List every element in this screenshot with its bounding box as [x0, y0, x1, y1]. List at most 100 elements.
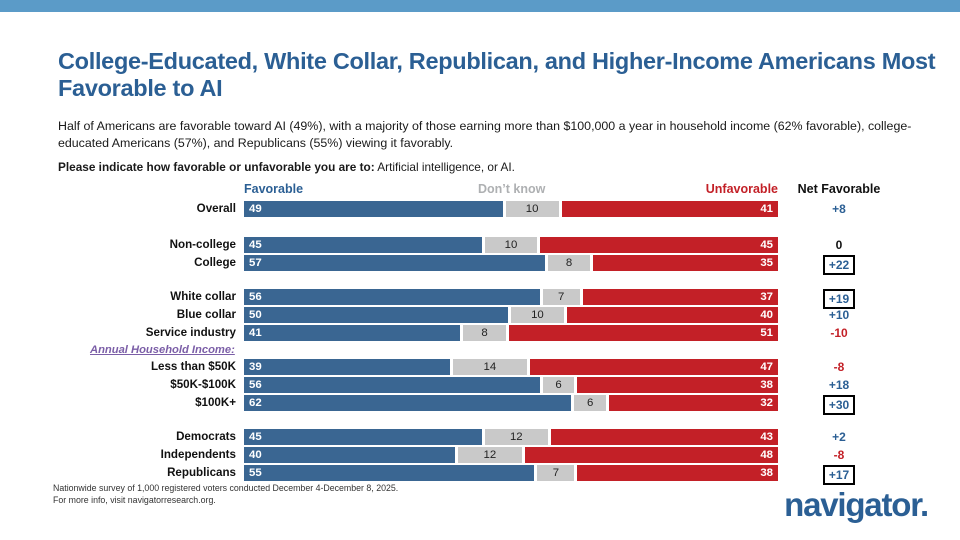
page-title: College-Educated, White Collar, Republic… — [58, 48, 936, 101]
question-prompt-bold: Please indicate how favorable or unfavor… — [58, 160, 375, 174]
bar-segment-favorable: 45 — [244, 237, 482, 253]
row-label: Non-college — [169, 238, 236, 251]
net-favorable-value: -8 — [792, 447, 886, 463]
net-favorable-value: 0 — [792, 237, 886, 253]
net-value-text: +18 — [828, 378, 850, 392]
row-bars: 55 7 38 — [244, 465, 778, 481]
net-favorable-value: +18 — [792, 377, 886, 393]
bar-segment-dont-know: 7 — [537, 465, 575, 481]
net-favorable-value: +17 — [792, 465, 886, 485]
bar-segment-dont-know: 10 — [511, 307, 564, 323]
bar-segment-unfavorable: 43 — [550, 429, 778, 445]
net-favorable-value: +22 — [792, 255, 886, 275]
bar-segment-favorable: 56 — [244, 289, 540, 305]
net-value-text: +17 — [822, 465, 856, 485]
footnote-line-2: For more info, visit navigatorresearch.o… — [53, 494, 216, 505]
bar-segment-dont-know: 12 — [458, 447, 522, 463]
bar-segment-favorable: 55 — [244, 465, 535, 481]
legend-favorable: Favorable — [244, 182, 304, 196]
bar-segment-unfavorable: 48 — [524, 447, 778, 463]
row-label: Less than $50K — [150, 360, 236, 373]
row-label: White collar — [170, 290, 236, 303]
net-value-text: +19 — [822, 289, 856, 309]
bar-segment-unfavorable: 45 — [540, 237, 778, 253]
bar-segment-dont-know: 10 — [505, 201, 559, 217]
row-label: Democrats — [176, 430, 236, 443]
row-bars: 39 14 47 — [244, 359, 778, 375]
net-favorable-value: +30 — [792, 395, 886, 415]
footnote: Nationwide survey of 1,000 registered vo… — [53, 483, 573, 506]
bar-segment-dont-know: 6 — [542, 377, 575, 393]
bar-segment-favorable: 49 — [244, 201, 503, 217]
net-favorable-value: +19 — [792, 289, 886, 309]
bar-segment-unfavorable: 41 — [561, 201, 778, 217]
row-bars: 41 8 51 — [244, 325, 778, 341]
bar-segment-unfavorable: 51 — [508, 325, 778, 341]
row-bars: 40 12 48 — [244, 447, 778, 463]
top-accent-band — [0, 0, 960, 12]
bar-segment-dont-know: 12 — [484, 429, 548, 445]
bar-segment-unfavorable: 32 — [609, 395, 778, 411]
net-value-text: 0 — [835, 238, 843, 252]
bar-segment-unfavorable: 38 — [577, 465, 778, 481]
survey-question: Please indicate how favorable or unfavor… — [58, 160, 938, 175]
row-bars: 56 7 37 — [244, 289, 778, 305]
group-label-income: Annual Household Income: — [90, 344, 235, 356]
net-favorable-value: +2 — [792, 429, 886, 445]
bar-segment-favorable: 41 — [244, 325, 461, 341]
column-header-net-favorable: Net Favorable — [797, 182, 881, 196]
bar-segment-favorable: 62 — [244, 395, 572, 411]
bar-segment-unfavorable: 47 — [529, 359, 778, 375]
row-label: Overall — [196, 202, 236, 215]
net-favorable-value: +10 — [792, 307, 886, 323]
net-value-text: +2 — [832, 430, 846, 444]
row-bars: 45 10 45 — [244, 237, 778, 253]
row-label: College — [194, 256, 236, 269]
footnote-line-1: Nationwide survey of 1,000 registered vo… — [53, 483, 399, 493]
navigator-logo: navigator. — [784, 486, 929, 524]
row-bars: 62 6 32 — [244, 395, 778, 411]
row-bars: 45 12 43 — [244, 429, 778, 445]
net-favorable-value: -8 — [792, 359, 886, 375]
net-value-text: +8 — [832, 202, 846, 216]
row-label: Service industry — [145, 326, 236, 339]
question-prompt-rest: Artificial intelligence, or AI. — [374, 160, 515, 174]
row-label: Independents — [160, 448, 236, 461]
bar-segment-unfavorable: 35 — [593, 255, 778, 271]
bar-segment-dont-know: 14 — [452, 359, 527, 375]
bar-segment-unfavorable: 38 — [577, 377, 778, 393]
bar-segment-dont-know: 8 — [463, 325, 506, 341]
row-bars: 49 10 41 — [244, 201, 778, 217]
net-value-text: -8 — [833, 448, 845, 462]
bar-segment-favorable: 57 — [244, 255, 545, 271]
row-bars: 50 10 40 — [244, 307, 778, 323]
net-favorable-value: +8 — [792, 201, 886, 217]
subtitle-text: Half of Americans are favorable toward A… — [58, 119, 912, 150]
bar-segment-unfavorable: 37 — [582, 289, 778, 305]
bar-segment-favorable: 39 — [244, 359, 450, 375]
bar-segment-dont-know: 8 — [547, 255, 591, 271]
net-favorable-value: -10 — [792, 325, 886, 341]
legend-dont-know: Don’t know — [478, 182, 546, 196]
net-value-text: +10 — [828, 308, 850, 322]
legend-unfavorable: Unfavorable — [705, 182, 778, 196]
bar-segment-favorable: 56 — [244, 377, 540, 393]
logo-dot: . — [920, 486, 929, 523]
bar-segment-dont-know: 10 — [484, 237, 538, 253]
bar-segment-dont-know: 6 — [574, 395, 607, 411]
row-label: $100K+ — [195, 396, 236, 409]
bar-segment-favorable: 45 — [244, 429, 482, 445]
row-label: $50K-$100K — [170, 378, 236, 391]
row-label: Blue collar — [176, 308, 236, 321]
bar-segment-favorable: 50 — [244, 307, 508, 323]
row-bars: 56 6 38 — [244, 377, 778, 393]
row-bars: 57 8 35 — [244, 255, 778, 271]
net-value-text: -10 — [830, 326, 848, 340]
net-value-text: +30 — [822, 395, 856, 415]
net-value-text: +22 — [822, 255, 856, 275]
bar-segment-favorable: 40 — [244, 447, 456, 463]
row-label: Republicans — [167, 466, 236, 479]
net-value-text: -8 — [833, 360, 845, 374]
bar-segment-dont-know: 7 — [542, 289, 580, 305]
